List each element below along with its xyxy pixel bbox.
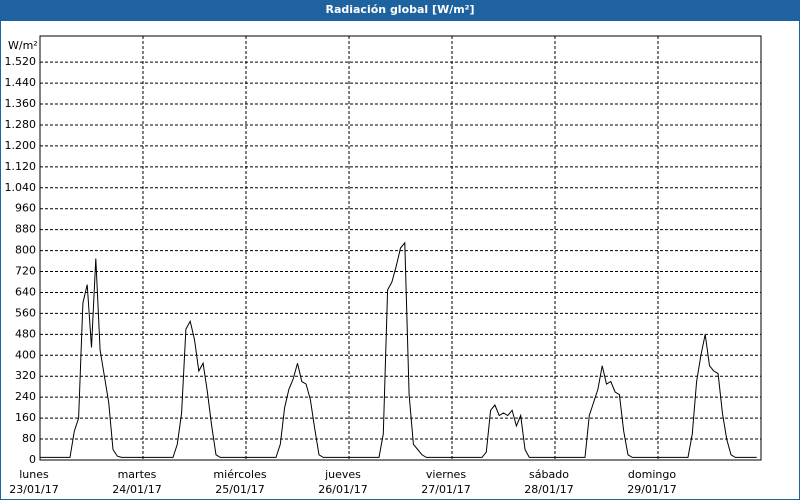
y-tick-label: 880 xyxy=(15,223,36,236)
y-tick-label: 960 xyxy=(15,202,36,215)
x-tick-day: jueves xyxy=(324,468,361,481)
window-border xyxy=(0,20,800,500)
data-line xyxy=(40,241,757,458)
y-tick-label: 320 xyxy=(15,369,36,382)
x-tick-date: 23/01/17 xyxy=(9,483,58,496)
y-tick-label: 0 xyxy=(29,453,36,466)
y-tick-label: 240 xyxy=(15,390,36,403)
y-tick-label: 1.520 xyxy=(5,55,37,68)
x-tick-day: domingo xyxy=(628,468,676,481)
x-tick-day: miércoles xyxy=(213,468,266,481)
y-tick-label: 1.280 xyxy=(5,118,37,131)
x-tick-date: 28/01/17 xyxy=(524,483,573,496)
x-tick-date: 27/01/17 xyxy=(421,483,470,496)
y-tick-label: 400 xyxy=(15,348,36,361)
y-tick-label: 800 xyxy=(15,244,36,257)
y-tick-label: 1.200 xyxy=(5,139,37,152)
x-tick-day: sábado xyxy=(529,468,569,481)
x-tick-date: 24/01/17 xyxy=(112,483,161,496)
y-tick-label: 720 xyxy=(15,265,36,278)
chart-title: Radiación global [W/m²] xyxy=(325,3,474,16)
y-tick-label: 480 xyxy=(15,327,36,340)
x-tick-date: 25/01/17 xyxy=(215,483,264,496)
x-tick-date: 29/01/17 xyxy=(627,483,676,496)
y-tick-label: 1.440 xyxy=(5,76,37,89)
x-tick-day: martes xyxy=(118,468,157,481)
x-tick-date: 26/01/17 xyxy=(318,483,367,496)
y-tick-label: 560 xyxy=(15,306,36,319)
title-bar xyxy=(0,0,800,20)
y-axis-label: W/m² xyxy=(8,39,38,52)
y-tick-label: 1.120 xyxy=(5,160,37,173)
x-tick-day: viernes xyxy=(426,468,466,481)
y-tick-label: 640 xyxy=(15,285,36,298)
y-tick-label: 1.360 xyxy=(5,97,37,110)
y-tick-label: 80 xyxy=(22,432,36,445)
y-tick-label: 160 xyxy=(15,411,36,424)
y-tick-label: 1.040 xyxy=(5,181,37,194)
x-tick-day: lunes xyxy=(19,468,49,481)
plot-frame xyxy=(39,35,762,461)
